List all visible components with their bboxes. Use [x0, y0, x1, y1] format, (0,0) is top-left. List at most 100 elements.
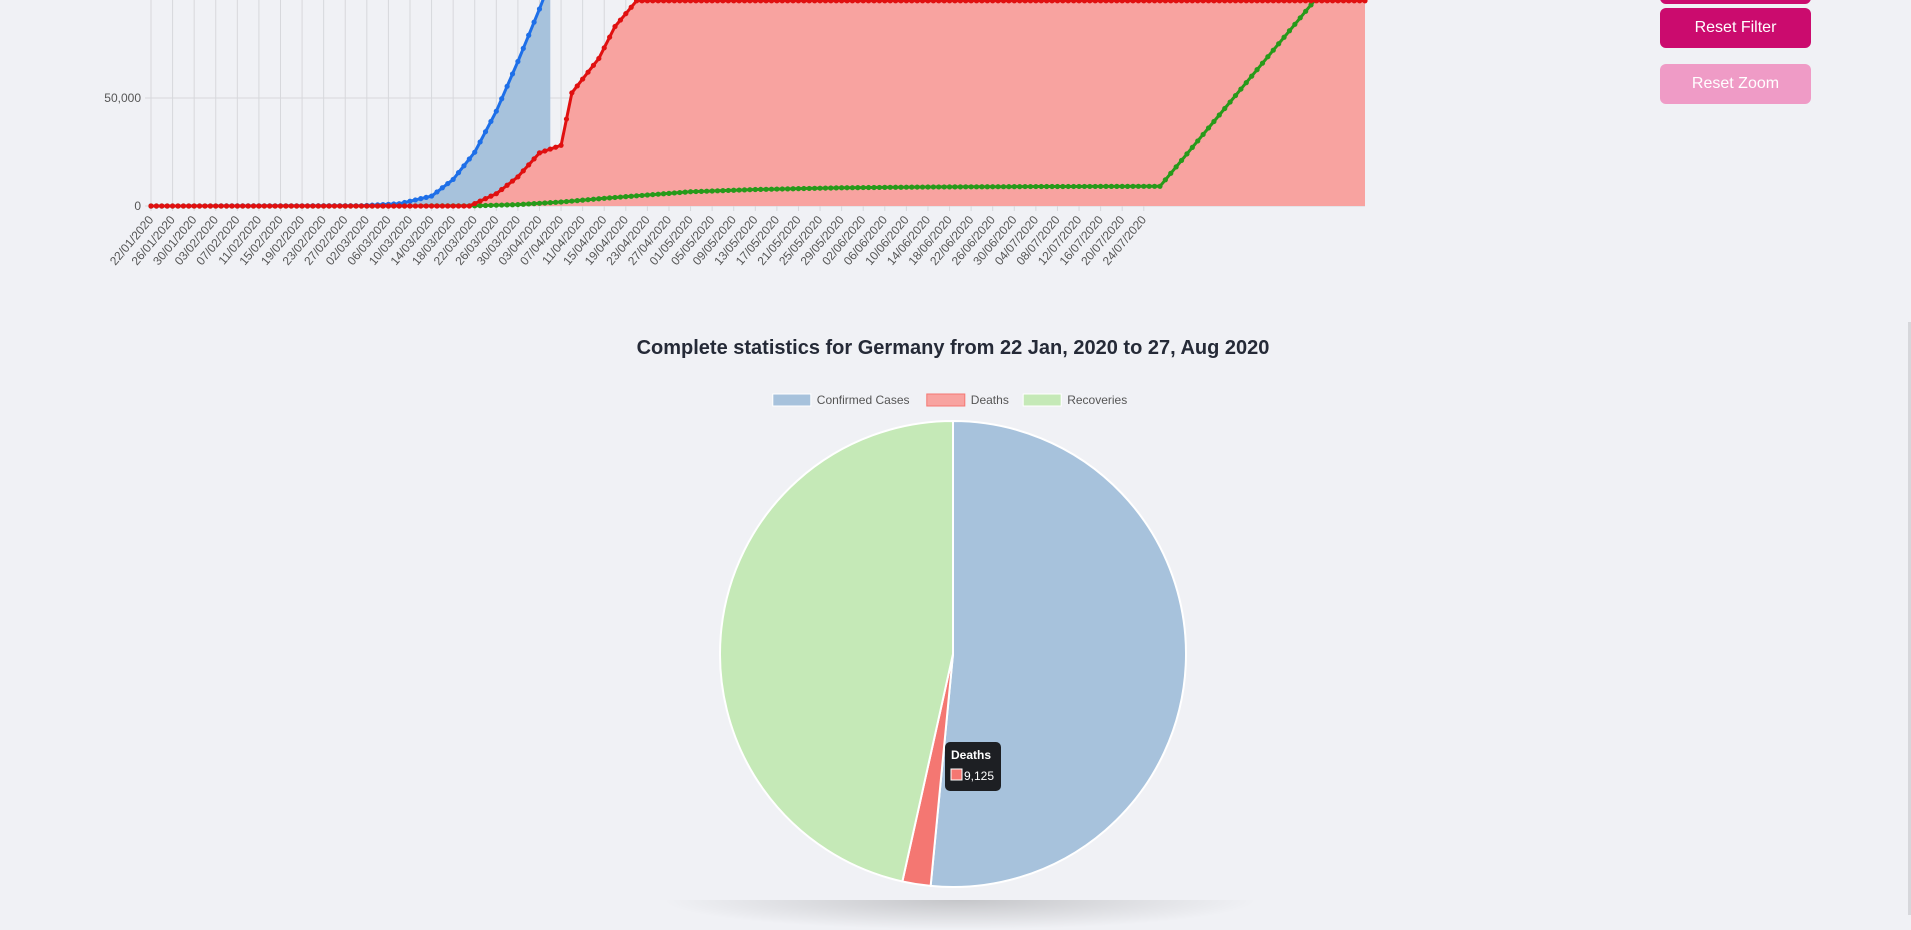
data-point-deaths[interactable]: [1011, 0, 1017, 4]
data-point-deaths[interactable]: [671, 0, 677, 4]
data-point-deaths[interactable]: [725, 0, 731, 4]
data-point-deaths[interactable]: [660, 0, 667, 4]
data-point-deaths[interactable]: [1308, 0, 1314, 4]
data-point-deaths[interactable]: [213, 203, 219, 209]
data-point-deaths[interactable]: [898, 0, 904, 4]
data-point-recoveries[interactable]: [833, 185, 839, 191]
data-point-recoveries[interactable]: [1249, 73, 1255, 79]
data-point-deaths[interactable]: [1027, 0, 1034, 4]
series-line-deaths[interactable]: [151, 0, 1365, 208]
data-point-deaths[interactable]: [1173, 0, 1179, 4]
data-point-deaths[interactable]: [1017, 0, 1023, 4]
data-point-deaths[interactable]: [1362, 0, 1368, 4]
data-point-deaths[interactable]: [903, 0, 909, 4]
data-point-deaths[interactable]: [1049, 0, 1055, 4]
data-point-confirmed[interactable]: [477, 139, 483, 145]
data-point-recoveries[interactable]: [909, 184, 915, 190]
data-point-deaths[interactable]: [196, 203, 203, 209]
data-point-recoveries[interactable]: [941, 184, 947, 190]
data-point-recoveries[interactable]: [650, 191, 656, 198]
data-point-confirmed[interactable]: [499, 96, 505, 102]
data-point-confirmed[interactable]: [461, 163, 467, 169]
data-point-recoveries[interactable]: [914, 184, 920, 190]
data-point-recoveries[interactable]: [698, 188, 704, 194]
data-point-deaths[interactable]: [1124, 0, 1131, 4]
data-point-deaths[interactable]: [682, 0, 688, 4]
data-point-deaths[interactable]: [342, 203, 348, 209]
data-point-recoveries[interactable]: [687, 189, 694, 195]
data-point-recoveries[interactable]: [482, 202, 489, 209]
data-point-deaths[interactable]: [892, 0, 899, 4]
reset-filter-button[interactable]: Reset Filter: [1660, 8, 1811, 48]
data-point-recoveries[interactable]: [801, 185, 807, 192]
data-point-recoveries[interactable]: [1038, 183, 1044, 190]
data-point-deaths[interactable]: [623, 11, 629, 17]
data-point-recoveries[interactable]: [1238, 86, 1244, 92]
data-point-deaths[interactable]: [321, 203, 327, 209]
data-point-recoveries[interactable]: [903, 184, 909, 190]
data-point-deaths[interactable]: [418, 203, 424, 209]
data-point-deaths[interactable]: [283, 203, 289, 209]
data-point-deaths[interactable]: [1227, 0, 1233, 4]
data-point-confirmed[interactable]: [536, 6, 543, 12]
data-point-deaths[interactable]: [380, 203, 386, 209]
data-point-deaths[interactable]: [159, 203, 165, 209]
data-point-confirmed[interactable]: [434, 189, 440, 195]
data-point-deaths[interactable]: [866, 0, 872, 4]
data-point-deaths[interactable]: [369, 203, 375, 209]
data-point-deaths[interactable]: [1006, 0, 1012, 4]
data-point-deaths[interactable]: [337, 203, 343, 209]
data-point-recoveries[interactable]: [1017, 184, 1023, 190]
data-point-deaths[interactable]: [1054, 0, 1061, 4]
data-point-deaths[interactable]: [963, 0, 969, 4]
data-point-recoveries[interactable]: [747, 187, 753, 193]
data-point-deaths[interactable]: [223, 203, 230, 209]
data-point-recoveries[interactable]: [925, 184, 931, 190]
data-point-recoveries[interactable]: [1173, 164, 1179, 170]
data-point-recoveries[interactable]: [1265, 54, 1271, 60]
data-point-deaths[interactable]: [574, 83, 580, 89]
data-point-deaths[interactable]: [1200, 0, 1206, 4]
data-point-confirmed[interactable]: [445, 180, 451, 187]
data-point-recoveries[interactable]: [822, 185, 829, 191]
data-point-recoveries[interactable]: [758, 186, 764, 193]
data-point-confirmed[interactable]: [488, 118, 494, 125]
data-point-deaths[interactable]: [590, 62, 597, 68]
data-point-deaths[interactable]: [455, 203, 462, 209]
data-point-recoveries[interactable]: [1168, 170, 1174, 176]
data-point-recoveries[interactable]: [1049, 183, 1055, 190]
data-point-recoveries[interactable]: [866, 184, 872, 191]
data-point-recoveries[interactable]: [612, 194, 618, 201]
data-point-recoveries[interactable]: [644, 192, 650, 198]
data-point-recoveries[interactable]: [973, 184, 980, 190]
data-point-deaths[interactable]: [304, 203, 311, 209]
data-point-recoveries[interactable]: [693, 188, 699, 195]
data-point-recoveries[interactable]: [1184, 151, 1190, 157]
data-point-deaths[interactable]: [277, 203, 284, 209]
data-point-deaths[interactable]: [488, 193, 494, 199]
data-point-recoveries[interactable]: [666, 190, 672, 196]
data-point-deaths[interactable]: [1330, 0, 1336, 4]
data-point-deaths[interactable]: [607, 34, 613, 40]
data-point-recoveries[interactable]: [601, 195, 607, 201]
data-point-recoveries[interactable]: [536, 200, 543, 206]
data-point-deaths[interactable]: [1335, 0, 1341, 4]
data-point-deaths[interactable]: [245, 203, 251, 209]
scrollbar-edge[interactable]: [1908, 322, 1911, 915]
data-point-deaths[interactable]: [936, 0, 942, 4]
data-point-recoveries[interactable]: [1216, 112, 1222, 118]
data-point-recoveries[interactable]: [660, 191, 667, 197]
data-point-recoveries[interactable]: [639, 192, 645, 199]
data-point-deaths[interactable]: [925, 0, 931, 4]
data-point-deaths[interactable]: [1211, 0, 1217, 4]
data-point-deaths[interactable]: [1351, 0, 1357, 4]
data-point-deaths[interactable]: [364, 203, 370, 209]
data-point-recoveries[interactable]: [919, 184, 926, 190]
legend-label[interactable]: Recoveries: [1067, 393, 1127, 407]
data-point-deaths[interactable]: [828, 0, 834, 4]
data-point-deaths[interactable]: [644, 0, 650, 4]
data-point-deaths[interactable]: [310, 203, 316, 209]
data-point-recoveries[interactable]: [779, 186, 785, 192]
data-point-deaths[interactable]: [990, 0, 996, 4]
data-point-deaths[interactable]: [504, 182, 510, 188]
